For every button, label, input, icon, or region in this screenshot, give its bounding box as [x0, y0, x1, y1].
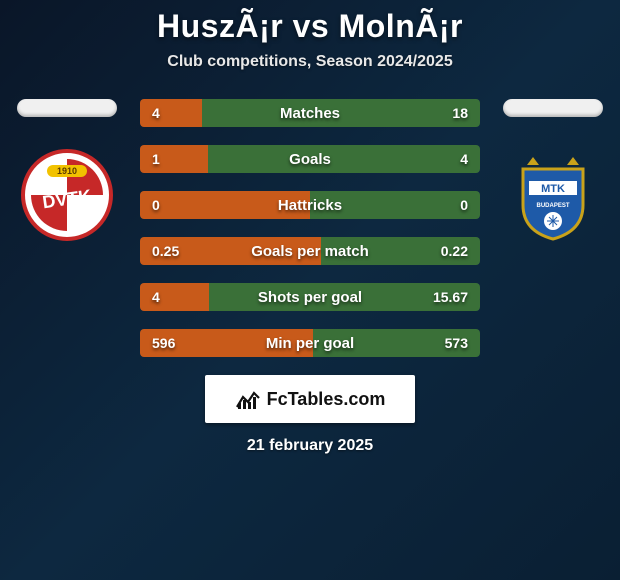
stat-left-segment — [140, 99, 202, 127]
stat-bars: Matches418 Goals14 Hattricks00 Goals per ma… — [140, 99, 480, 357]
svg-text:BUDAPEST: BUDAPEST — [536, 203, 569, 209]
stat-right-segment — [202, 99, 480, 127]
comparison-content: 1910 DVTK Matches418 Goals14 Hattricks00 Go… — [0, 99, 620, 357]
dvtk-badge-icon: 1910 DVTK — [17, 145, 117, 245]
page-title: HuszÃ¡r vs MolnÃ¡r — [0, 8, 620, 45]
stat-row: Hattricks00 — [140, 191, 480, 219]
stat-row: Goals14 — [140, 145, 480, 173]
brand-text: FcTables.com — [267, 389, 386, 410]
footer: FcTables.com 21 february 2025 — [0, 375, 620, 455]
brand-box: FcTables.com — [205, 375, 415, 423]
stat-left-segment — [140, 283, 209, 311]
stat-right-segment — [209, 283, 480, 311]
footer-date: 21 february 2025 — [0, 437, 620, 455]
svg-text:MTK: MTK — [541, 183, 565, 195]
left-name-pill — [17, 99, 117, 117]
stat-row: Min per goal596573 — [140, 329, 480, 357]
right-team-crest: MTK BUDAPEST — [503, 145, 603, 245]
page-subtitle: Club competitions, Season 2024/2025 — [0, 53, 620, 71]
mtk-badge-icon: MTK BUDAPEST — [503, 145, 603, 245]
left-side: 1910 DVTK — [12, 99, 122, 245]
stat-left-segment — [140, 191, 310, 219]
stat-right-segment — [310, 191, 480, 219]
stat-right-segment — [208, 145, 480, 173]
stat-row: Shots per goal415.67 — [140, 283, 480, 311]
svg-text:1910: 1910 — [57, 166, 77, 176]
stat-right-segment — [313, 329, 480, 357]
right-side: MTK BUDAPEST — [498, 99, 608, 245]
stat-left-segment — [140, 237, 321, 265]
stat-row: Goals per match0.250.22 — [140, 237, 480, 265]
stat-left-segment — [140, 145, 208, 173]
right-name-pill — [503, 99, 603, 117]
stat-right-segment — [321, 237, 480, 265]
chart-icon — [235, 387, 261, 411]
stat-row: Matches418 — [140, 99, 480, 127]
stat-left-segment — [140, 329, 313, 357]
left-team-crest: 1910 DVTK — [17, 145, 117, 245]
